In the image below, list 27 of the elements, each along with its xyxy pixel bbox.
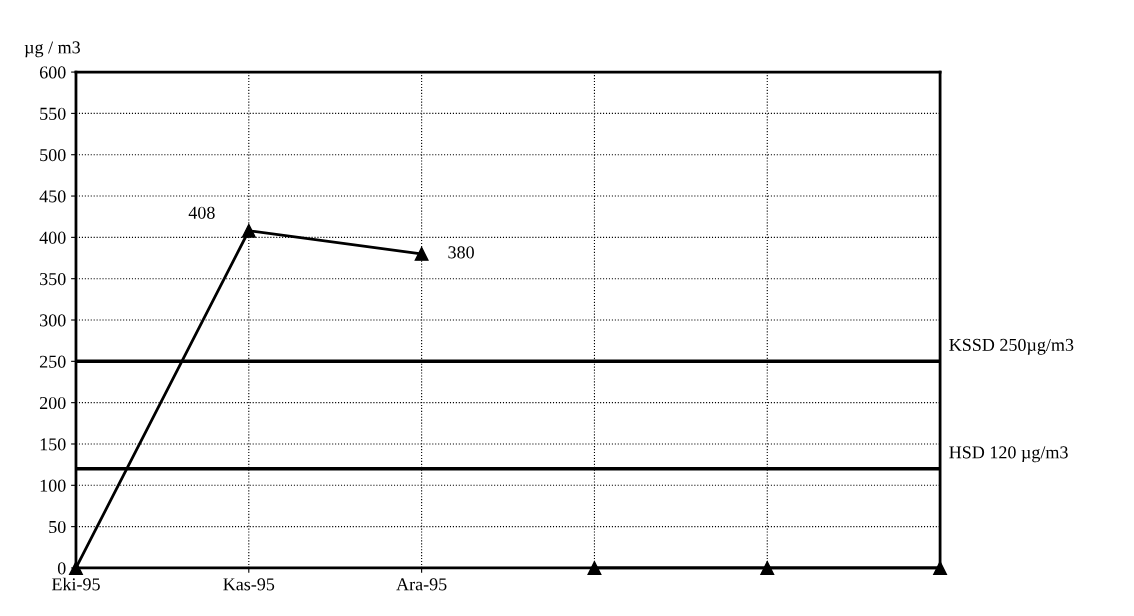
point — [933, 561, 948, 575]
y-tick-label: 0 — [57, 562, 66, 575]
y-tick-label: 300 — [40, 314, 66, 327]
data-label: 380 — [448, 246, 474, 259]
y-tick-label: 550 — [40, 107, 66, 120]
y-tick-label: 200 — [39, 396, 66, 410]
y-tick-label: 500 — [40, 148, 66, 162]
point — [241, 223, 256, 238]
y-tick-label: 450 — [39, 190, 66, 203]
y-tick-label: 50 — [49, 520, 66, 534]
x-tick-label: Ara-95 — [396, 578, 447, 591]
y-tick-label: 600 — [39, 66, 66, 79]
x-tick-label: Kas-95 — [223, 578, 275, 591]
point — [69, 561, 83, 575]
ref-line-label: KSSD 250µg/m3 — [949, 338, 1074, 355]
y-tick-label: 350 — [40, 272, 66, 286]
x-tick-label: Eki-95 — [51, 577, 100, 591]
ref-line-label: HSD 120 µg/m3 — [949, 446, 1068, 463]
y-tick-label: 400 — [39, 231, 66, 244]
y-tick-label: 150 — [40, 438, 66, 451]
y-axis-title: µg / m3 — [24, 41, 80, 58]
y-tick-label: 100 — [40, 479, 66, 492]
point — [414, 246, 429, 261]
y-tick-label: 250 — [39, 355, 66, 368]
point — [760, 561, 775, 575]
point — [587, 561, 602, 575]
data-label: 408 — [188, 206, 215, 219]
